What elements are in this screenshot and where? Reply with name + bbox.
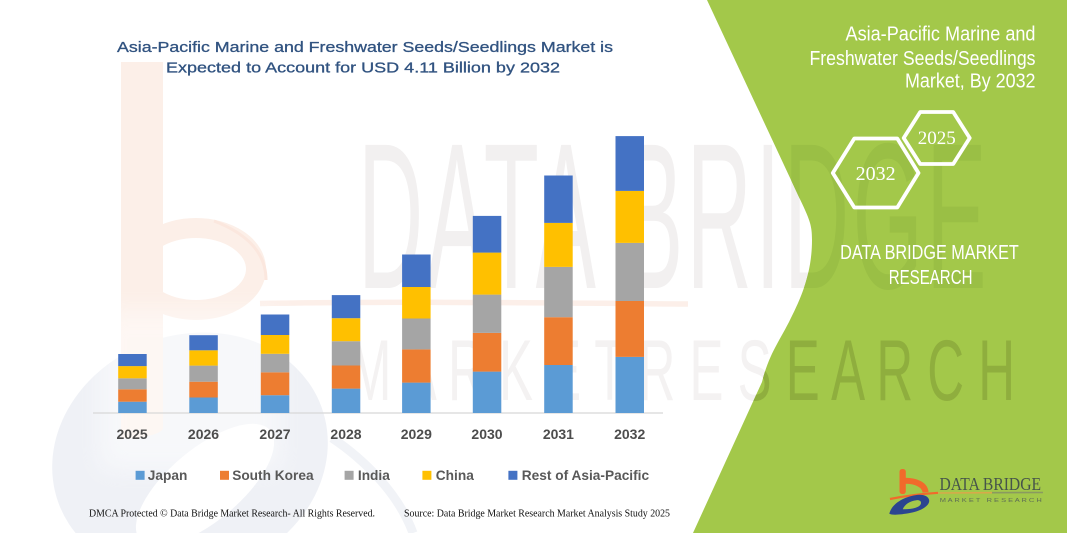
svg-text:Japan: Japan xyxy=(148,468,188,483)
svg-text:DATA BRIDGE MARKET: DATA BRIDGE MARKET xyxy=(840,242,1019,264)
svg-text:2029: 2029 xyxy=(401,426,432,442)
svg-text:Asia-Pacific Marine and Freshw: Asia-Pacific Marine and Freshwater Seeds… xyxy=(117,40,613,56)
svg-text:2032: 2032 xyxy=(856,163,896,185)
svg-text:China: China xyxy=(436,468,474,483)
svg-text:DMCA Protected © Data Bridge M: DMCA Protected © Data Bridge Market Rese… xyxy=(89,509,375,520)
svg-text:Source: Data Bridge Market Res: Source: Data Bridge Market Research Mark… xyxy=(404,509,670,520)
svg-text:Expected to Account for USD 4.: Expected to Account for USD 4.11 Billion… xyxy=(166,60,560,76)
svg-text:2031: 2031 xyxy=(543,426,574,442)
svg-text:DATA BRIDGE: DATA BRIDGE xyxy=(940,474,1042,494)
svg-text:2027: 2027 xyxy=(259,426,290,442)
svg-text:India: India xyxy=(358,468,390,483)
svg-text:Market, By 2032: Market, By 2032 xyxy=(905,71,1036,93)
svg-text:Rest of Asia-Pacific: Rest of Asia-Pacific xyxy=(522,468,650,483)
svg-text:2030: 2030 xyxy=(471,426,502,442)
svg-text:2025: 2025 xyxy=(117,426,148,442)
svg-text:M A R K E T R E S E A R C H: M A R K E T R E S E A R C H xyxy=(940,498,1042,504)
svg-text:2026: 2026 xyxy=(188,426,219,442)
svg-text:Asia-Pacific Marine and: Asia-Pacific Marine and xyxy=(846,24,1036,46)
svg-text:2028: 2028 xyxy=(330,426,361,442)
svg-text:2032: 2032 xyxy=(614,426,645,442)
svg-text:2025: 2025 xyxy=(918,128,956,149)
svg-text:RESEARCH: RESEARCH xyxy=(889,267,973,289)
svg-text:Freshwater Seeds/Seedlings: Freshwater Seeds/Seedlings xyxy=(810,48,1036,70)
svg-text:South Korea: South Korea xyxy=(232,468,314,483)
